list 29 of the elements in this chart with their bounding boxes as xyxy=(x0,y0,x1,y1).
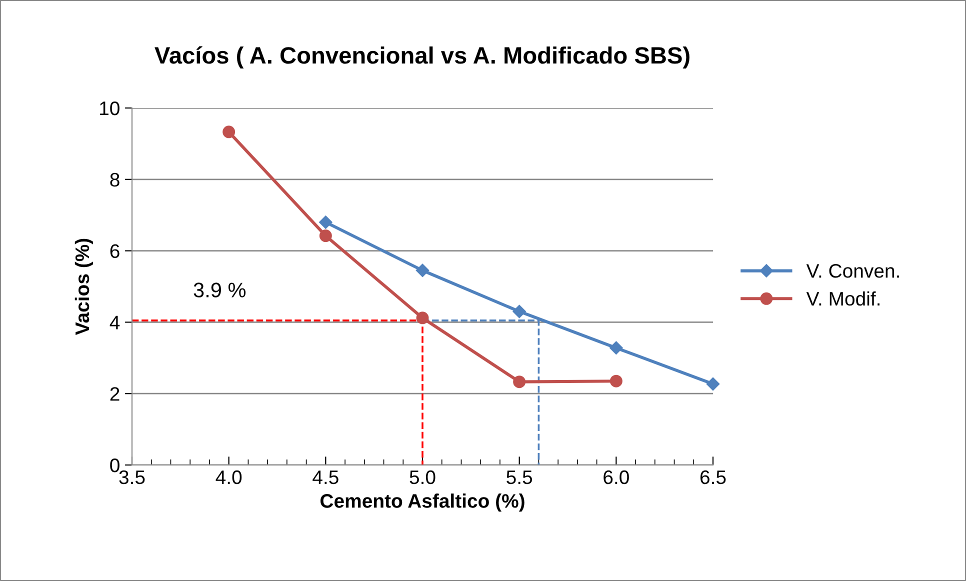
y-axis-title: Vacios (%) xyxy=(74,238,94,335)
y-tick-label: 8 xyxy=(110,172,120,187)
legend-label: V. Modif. xyxy=(806,291,880,306)
x-tick-label: 3.5 xyxy=(119,470,145,484)
x-tick-label: 6.5 xyxy=(700,470,726,484)
point xyxy=(416,312,429,324)
y-tick-label: 2 xyxy=(110,387,120,401)
x-tick-label: 4.5 xyxy=(312,470,338,484)
legend-label: V. Conven. xyxy=(806,264,899,278)
point xyxy=(416,264,430,278)
y-tick-label: 6 xyxy=(110,244,120,258)
annotation: 3.9 % xyxy=(194,282,246,298)
x-tick-label: 6.0 xyxy=(604,470,629,484)
point xyxy=(222,126,236,138)
x-tick-label: 5.5 xyxy=(506,470,532,484)
point xyxy=(610,374,622,388)
x-axis-title: Cemento Asfaltico (%) xyxy=(320,494,524,512)
point xyxy=(319,230,332,242)
y-tick-label: 4 xyxy=(110,316,120,330)
point xyxy=(706,377,720,391)
chart-title: Vacíos ( A. Convencional vs A. Modificado SBS) xyxy=(154,46,690,68)
y-tick-label: 0 xyxy=(110,458,120,472)
point xyxy=(513,376,526,388)
point xyxy=(610,341,623,354)
y-tick-label: 10 xyxy=(100,101,120,116)
point xyxy=(319,216,332,229)
x-tick-label: 4.0 xyxy=(216,470,242,484)
point xyxy=(512,304,526,318)
x-tick-label: 5.0 xyxy=(410,470,436,484)
